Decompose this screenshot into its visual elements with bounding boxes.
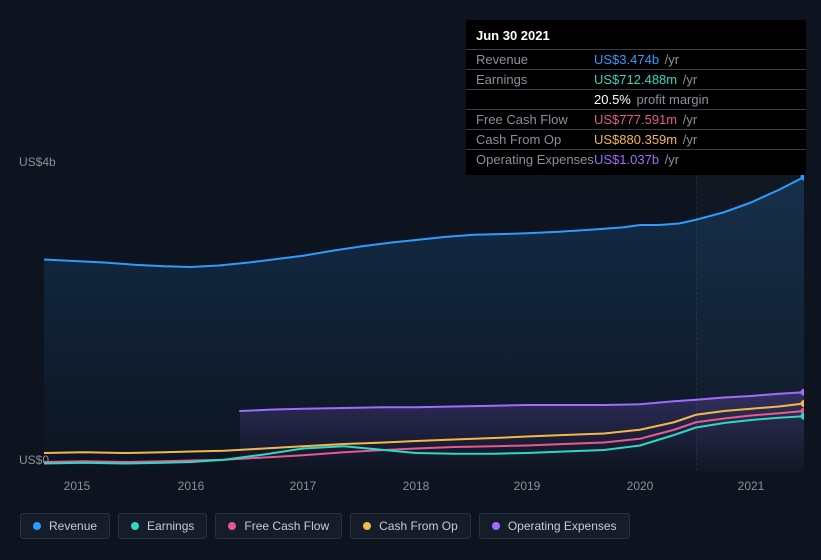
tooltip-row: Free Cash FlowUS$777.591m /yr xyxy=(466,110,806,130)
legend-item-label: Revenue xyxy=(49,519,97,533)
tooltip-row-label: Cash From Op xyxy=(476,132,594,147)
x-axis-tick: 2020 xyxy=(627,479,654,493)
legend-item-label: Free Cash Flow xyxy=(244,519,329,533)
chart-svg xyxy=(44,171,804,471)
x-axis-tick: 2019 xyxy=(514,479,541,493)
legend-item-label: Earnings xyxy=(147,519,194,533)
tooltip-row-label: Operating Expenses xyxy=(476,152,594,167)
x-axis-tick: 2017 xyxy=(290,479,317,493)
x-axis-tick: 2015 xyxy=(64,479,91,493)
tooltip-row-value: US$1.037b /yr xyxy=(594,152,679,167)
legend-swatch-icon xyxy=(131,522,139,530)
tooltip-row-value: US$880.359m /yr xyxy=(594,132,697,147)
legend-item[interactable]: Earnings xyxy=(118,513,207,539)
x-axis-tick: 2018 xyxy=(403,479,430,493)
legend-item[interactable]: Free Cash Flow xyxy=(215,513,342,539)
legend-item[interactable]: Operating Expenses xyxy=(479,513,630,539)
tooltip-row-value: US$777.591m /yr xyxy=(594,112,697,127)
x-axis: 2015 2016 2017 2018 2019 2020 2021 xyxy=(44,479,804,499)
tooltip-row-label: Earnings xyxy=(476,72,594,87)
tooltip-row-label xyxy=(476,92,594,107)
tooltip-date: Jun 30 2021 xyxy=(466,26,806,50)
chart-tooltip: Jun 30 2021 RevenueUS$3.474b /yrEarnings… xyxy=(466,20,806,175)
x-axis-tick: 2021 xyxy=(738,479,765,493)
chart-plot[interactable] xyxy=(44,171,804,471)
y-axis-top-label: US$4b xyxy=(19,155,56,169)
chart-time-marker xyxy=(696,171,697,471)
legend-swatch-icon xyxy=(228,522,236,530)
tooltip-row-label: Revenue xyxy=(476,52,594,67)
tooltip-row-value: US$712.488m /yr xyxy=(594,72,697,87)
tooltip-row-value: 20.5% profit margin xyxy=(594,92,709,107)
legend-swatch-icon xyxy=(33,522,41,530)
tooltip-row: EarningsUS$712.488m /yr xyxy=(466,70,806,90)
legend-swatch-icon xyxy=(492,522,500,530)
tooltip-row: Cash From OpUS$880.359m /yr xyxy=(466,130,806,150)
chart-legend: Revenue Earnings Free Cash Flow Cash From O… xyxy=(20,513,630,539)
tooltip-row: 20.5% profit margin xyxy=(466,90,806,110)
chart-area: US$4b US$0 2015201620172018201920202021 xyxy=(14,155,808,500)
tooltip-row: Operating ExpensesUS$1.037b /yr xyxy=(466,150,806,169)
tooltip-row: RevenueUS$3.474b /yr xyxy=(466,50,806,70)
legend-item[interactable]: Cash From Op xyxy=(350,513,471,539)
tooltip-row-value: US$3.474b /yr xyxy=(594,52,679,67)
x-axis-tick: 2016 xyxy=(178,479,205,493)
legend-item-label: Operating Expenses xyxy=(508,519,617,533)
legend-item-label: Cash From Op xyxy=(379,519,458,533)
legend-swatch-icon xyxy=(363,522,371,530)
legend-item[interactable]: Revenue xyxy=(20,513,110,539)
tooltip-row-label: Free Cash Flow xyxy=(476,112,594,127)
